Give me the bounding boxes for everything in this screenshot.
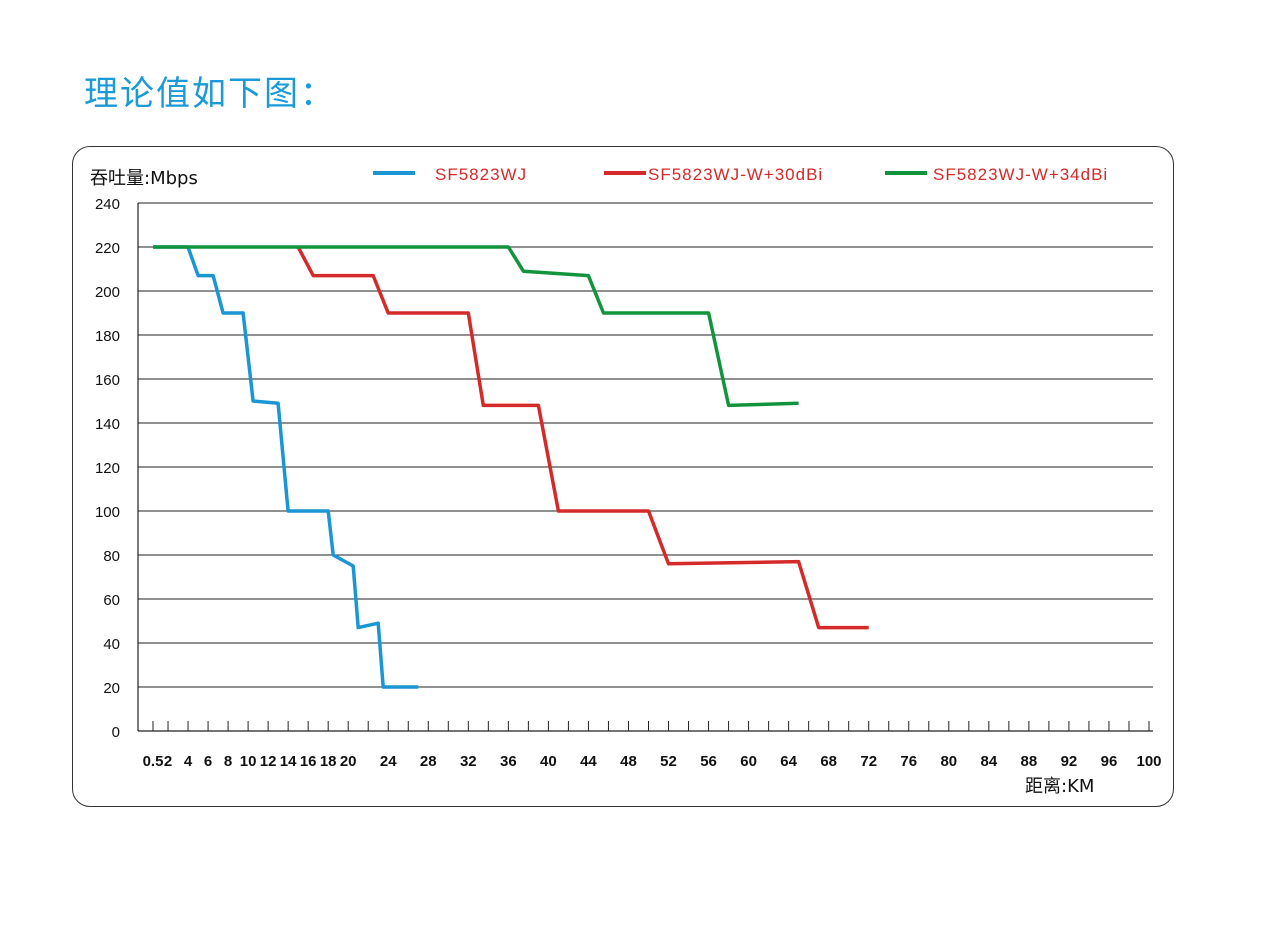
x-tick-label-56: 56: [700, 753, 717, 770]
x-tick-label-20: 20: [340, 753, 357, 770]
y-tick-label-200: 200: [95, 284, 120, 301]
x-tick-label-2: 2: [164, 753, 172, 770]
x-axis-ticks: 0.5 2 4 6 8 10 12 14 16 18 20 24 28 32 36 40 44 48 52 56 60 6…: [143, 721, 1162, 770]
y-tick-label-40: 40: [103, 636, 120, 653]
y-tick-label-140: 140: [95, 416, 120, 433]
series-line-1: [153, 245, 419, 689]
x-tick-label-96: 96: [1101, 753, 1118, 770]
x-tick-label-8: 8: [224, 753, 232, 770]
y-axis-ticks: 0 20 40 60 80 100 120 140 160 180 200 220 240: [95, 196, 120, 741]
x-tick-label-28: 28: [420, 753, 437, 770]
y-tick-label-120: 120: [95, 460, 120, 477]
chart-frame: [72, 146, 1174, 807]
x-tick-label-6: 6: [204, 753, 212, 770]
x-tick-label-100: 100: [1136, 753, 1161, 770]
y-tick-label-220: 220: [95, 240, 120, 257]
x-tick-label-10: 10: [240, 753, 257, 770]
series-line-3: [153, 245, 799, 408]
x-tick-label-4: 4: [184, 753, 193, 770]
page-title: 理论值如下图：: [84, 74, 336, 114]
y-tick-label-160: 160: [95, 372, 120, 389]
x-tick-label-18: 18: [320, 753, 337, 770]
legend-label-3: SF5823WJ-W+34dBi: [933, 165, 1108, 184]
x-tick-label-40: 40: [540, 753, 557, 770]
grid-lines: [138, 202, 1153, 688]
y-axis-label: 吞吐量:Mbps: [90, 168, 198, 189]
x-tick-label-88: 88: [1021, 753, 1038, 770]
y-tick-label-20: 20: [103, 680, 120, 697]
y-tick-label-60: 60: [103, 592, 120, 609]
x-tick-label-36: 36: [500, 753, 517, 770]
x-tick-label-72: 72: [860, 753, 877, 770]
legend-label-1: SF5823WJ: [435, 165, 527, 184]
y-tick-label-0: 0: [112, 724, 120, 741]
y-tick-label-80: 80: [103, 548, 120, 565]
y-tick-label-240: 240: [95, 196, 120, 213]
legend-label-2: SF5823WJ-W+30dBi: [648, 165, 823, 184]
x-tick-label-12: 12: [260, 753, 277, 770]
series-lines: [153, 245, 869, 689]
legend: SF5823WJ SF5823WJ-W+30dBi SF5823WJ-W+34dBi: [373, 165, 1108, 184]
x-tick-label-84: 84: [980, 753, 997, 770]
y-tick-label-180: 180: [95, 328, 120, 345]
x-tick-label-24: 24: [380, 753, 397, 770]
x-tick-label-92: 92: [1061, 753, 1078, 770]
x-tick-label-52: 52: [660, 753, 677, 770]
series-line-2: [296, 246, 869, 630]
x-tick-label-80: 80: [940, 753, 957, 770]
x-tick-label-60: 60: [740, 753, 757, 770]
x-tick-label-0.5: 0.5: [143, 753, 164, 770]
x-tick-label-48: 48: [620, 753, 637, 770]
x-tick-label-44: 44: [580, 753, 597, 770]
x-axis-label: 距离:KM: [1025, 776, 1094, 797]
x-tick-label-14: 14: [280, 753, 297, 770]
y-tick-label-100: 100: [95, 504, 120, 521]
x-tick-label-32: 32: [460, 753, 477, 770]
x-tick-label-16: 16: [300, 753, 317, 770]
x-tick-label-64: 64: [780, 753, 797, 770]
axes: [137, 203, 1153, 732]
x-tick-label-68: 68: [820, 753, 837, 770]
x-tick-label-76: 76: [900, 753, 917, 770]
